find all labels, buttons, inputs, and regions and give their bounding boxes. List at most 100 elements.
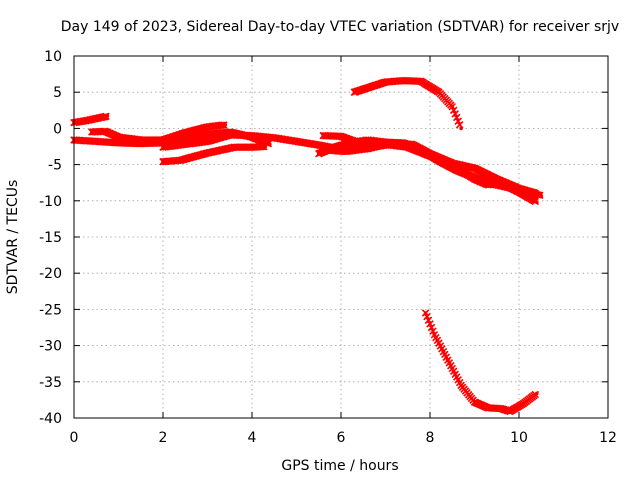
data-point — [535, 391, 539, 396]
data-point — [446, 358, 450, 362]
data-point — [161, 138, 165, 142]
series-markers — [350, 76, 464, 129]
data-point — [268, 142, 272, 147]
data-point — [343, 149, 348, 154]
data-point — [495, 177, 499, 181]
data-point — [325, 148, 330, 152]
data-point — [90, 130, 94, 134]
data-point — [450, 104, 455, 109]
data-point — [105, 114, 110, 118]
data-series — [70, 76, 544, 416]
data-point — [486, 406, 490, 410]
data-point — [228, 133, 232, 137]
x-tick-label: 0 — [70, 430, 79, 446]
data-point — [508, 409, 512, 414]
data-point — [223, 123, 228, 127]
y-axis-label: SDTVAR / TECUs — [5, 180, 21, 295]
series-markers — [421, 309, 540, 416]
data-point — [116, 141, 121, 145]
data-point — [437, 90, 441, 94]
data-point — [317, 151, 321, 156]
series-track-3 — [88, 121, 228, 144]
data-point — [472, 177, 477, 181]
data-point — [94, 139, 99, 144]
data-point — [365, 146, 370, 151]
data-point — [317, 143, 321, 147]
y-tick-label: 10 — [44, 49, 62, 65]
y-tick-label: 5 — [53, 85, 62, 101]
data-point — [535, 200, 539, 204]
series-markers — [70, 112, 110, 127]
data-point — [459, 383, 463, 388]
data-point — [423, 311, 428, 315]
data-point — [339, 134, 343, 139]
data-point — [472, 166, 477, 170]
series-track-4 — [159, 142, 268, 166]
x-tick-label: 6 — [337, 430, 346, 446]
data-point — [535, 191, 539, 196]
x-tick-label: 10 — [510, 430, 528, 446]
data-point — [352, 90, 357, 94]
data-point — [472, 400, 477, 404]
data-point — [499, 181, 504, 186]
data-point — [272, 136, 277, 140]
series-track-10 — [421, 309, 540, 416]
y-tick-label: -35 — [39, 375, 62, 391]
data-point — [428, 154, 432, 158]
data-point — [205, 151, 210, 155]
x-tick-label: 4 — [248, 430, 257, 446]
y-tick-label: -25 — [39, 302, 62, 318]
data-point — [486, 183, 490, 187]
data-point — [432, 332, 437, 337]
series-track-8 — [323, 140, 540, 206]
x-tick-label: 2 — [159, 430, 168, 446]
data-point — [98, 115, 103, 120]
x-tick-label: 12 — [599, 430, 617, 446]
data-point — [250, 133, 254, 138]
data-point — [205, 139, 210, 144]
y-tick-label: -5 — [48, 158, 62, 174]
data-point — [383, 80, 388, 84]
chart-title: Day 149 of 2023, Sidereal Day-to-day VTE… — [61, 19, 619, 35]
data-point — [406, 145, 410, 149]
data-point — [205, 125, 210, 129]
data-point — [183, 142, 188, 147]
data-point — [232, 145, 236, 149]
series-track-9 — [350, 76, 464, 131]
y-tick-label: 0 — [53, 121, 62, 137]
data-point — [179, 158, 183, 163]
y-tick-label: -15 — [39, 230, 62, 246]
data-point — [294, 139, 299, 144]
data-point — [539, 193, 544, 198]
data-point — [401, 78, 406, 83]
data-point — [365, 86, 370, 90]
data-point — [116, 135, 121, 139]
data-point — [263, 144, 268, 149]
data-point — [419, 79, 423, 84]
data-point — [183, 137, 188, 142]
data-point — [499, 406, 504, 411]
grid — [74, 56, 608, 418]
data-point — [357, 141, 361, 145]
data-point — [85, 118, 90, 123]
data-point — [250, 145, 254, 149]
data-point — [517, 190, 521, 194]
data-point — [321, 133, 326, 138]
y-tick-label: -20 — [39, 266, 62, 282]
data-point — [521, 401, 526, 406]
series-track-1 — [70, 112, 110, 127]
data-point — [383, 142, 388, 147]
data-point — [459, 126, 463, 131]
data-point — [161, 159, 165, 164]
data-point — [139, 138, 143, 142]
data-point — [183, 130, 188, 135]
y-tick-label: -10 — [39, 194, 62, 210]
axis-ticks: 0 2 4 6 8 10 12 10 5 0 -5 -10 -15 -20 -25 -30 -35 -40 — [39, 49, 617, 446]
y-tick-label: -30 — [39, 339, 62, 355]
y-tick-label: -40 — [39, 411, 62, 427]
x-tick-label: 8 — [426, 430, 435, 446]
data-point — [103, 129, 107, 134]
x-axis-label: GPS time / hours — [281, 458, 398, 474]
data-point — [205, 132, 210, 136]
